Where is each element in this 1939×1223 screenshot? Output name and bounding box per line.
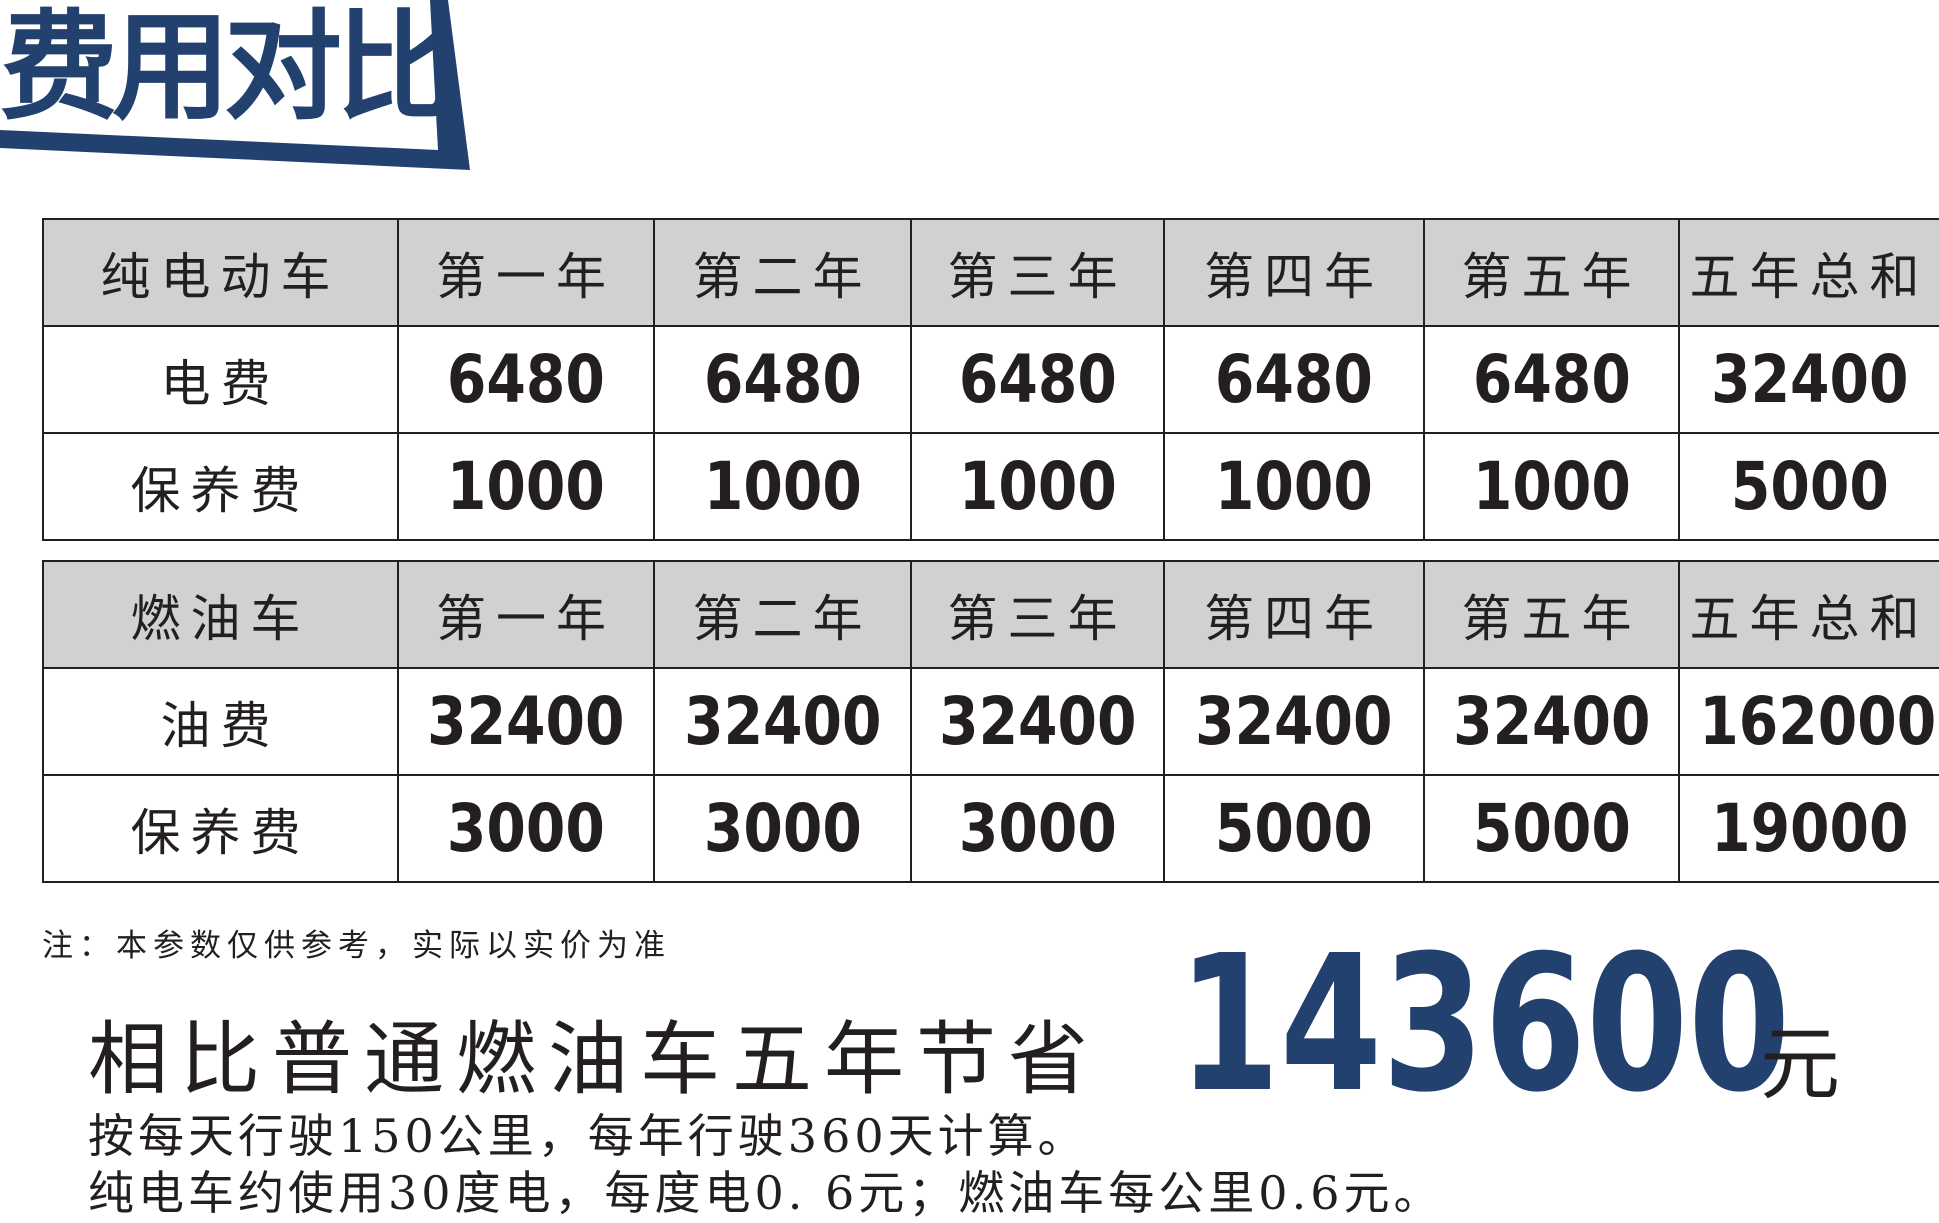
value-cell: 32400 (910, 667, 1165, 776)
value-cell: 6480 (910, 325, 1165, 434)
value-cell: 1000 (397, 432, 655, 541)
savings-amount: 143600 (1178, 915, 1791, 1134)
value-cell: 32400 (1423, 667, 1680, 776)
savings-label: 相比普通燃油车五年节省 (88, 1013, 1100, 1106)
value-cell: 6480 (1163, 325, 1425, 434)
header-cell: 第三年 (910, 218, 1165, 327)
table-row: 保养费 3000 3000 3000 5000 5000 19000 (42, 774, 1939, 883)
value-cell: 32400 (397, 667, 655, 776)
value-cell: 5000 (1163, 774, 1425, 883)
value-cell: 5000 (1423, 774, 1680, 883)
row-label: 保养费 (42, 432, 399, 541)
disclaimer-note: 注：本参数仅供参考，实际以实价为准 (42, 928, 671, 964)
value-cell: 3000 (397, 774, 655, 883)
total-cell: 162000 (1678, 667, 1939, 776)
value-cell: 32400 (1163, 667, 1425, 776)
total-cell: 32400 (1678, 325, 1939, 434)
header-cell: 第四年 (1163, 560, 1425, 669)
table-header-row: 燃油车 第一年 第二年 第三年 第四年 第五年 五年总和 (42, 560, 1939, 669)
header-cell: 第三年 (910, 560, 1165, 669)
fuel-cost-table: 燃油车 第一年 第二年 第三年 第四年 第五年 五年总和 油费 32400 32… (42, 560, 1939, 883)
header-cell: 第一年 (397, 560, 655, 669)
header-cell: 第一年 (397, 218, 655, 327)
value-cell: 6480 (653, 325, 912, 434)
row-label: 电费 (42, 325, 399, 434)
value-cell: 3000 (910, 774, 1165, 883)
calculation-basis-line: 按每天行驶150公里，每年行驶360天计算。 (88, 1109, 1088, 1163)
total-cell: 5000 (1678, 432, 1939, 541)
ev-cost-table: 纯电动车 第一年 第二年 第三年 第四年 第五年 五年总和 电费 6480 64… (42, 218, 1939, 541)
value-cell: 1000 (910, 432, 1165, 541)
page-title: 费用对比 (0, 0, 454, 136)
header-cell: 燃油车 (42, 560, 399, 669)
value-cell: 1000 (653, 432, 912, 541)
value-cell: 6480 (397, 325, 655, 434)
header-cell: 第五年 (1423, 560, 1680, 669)
table-header-row: 纯电动车 第一年 第二年 第三年 第四年 第五年 五年总和 (42, 218, 1939, 327)
header-cell: 五年总和 (1678, 218, 1939, 327)
value-cell: 1000 (1423, 432, 1680, 541)
header-cell: 第四年 (1163, 218, 1425, 327)
total-cell: 19000 (1678, 774, 1939, 883)
header-cell: 第五年 (1423, 218, 1680, 327)
value-cell: 32400 (653, 667, 912, 776)
header-cell: 五年总和 (1678, 560, 1939, 669)
row-label: 油费 (42, 667, 399, 776)
header-cell: 第二年 (653, 560, 912, 669)
table-row: 保养费 1000 1000 1000 1000 1000 5000 (42, 432, 1939, 541)
value-cell: 3000 (653, 774, 912, 883)
value-cell: 1000 (1163, 432, 1425, 541)
header-cell: 第二年 (653, 218, 912, 327)
title-banner: 费用对比 (0, 0, 480, 175)
table-row: 电费 6480 6480 6480 6480 6480 32400 (42, 325, 1939, 434)
calculation-basis-line: 纯电车约使用30度电，每度电0. 6元；燃油车每公里0.6元。 (88, 1166, 1444, 1220)
row-label: 保养费 (42, 774, 399, 883)
savings-unit: 元 (1760, 1018, 1840, 1111)
header-cell: 纯电动车 (42, 218, 399, 327)
table-row: 油费 32400 32400 32400 32400 32400 162000 (42, 667, 1939, 776)
banner-shape (0, 0, 470, 170)
value-cell: 6480 (1423, 325, 1680, 434)
